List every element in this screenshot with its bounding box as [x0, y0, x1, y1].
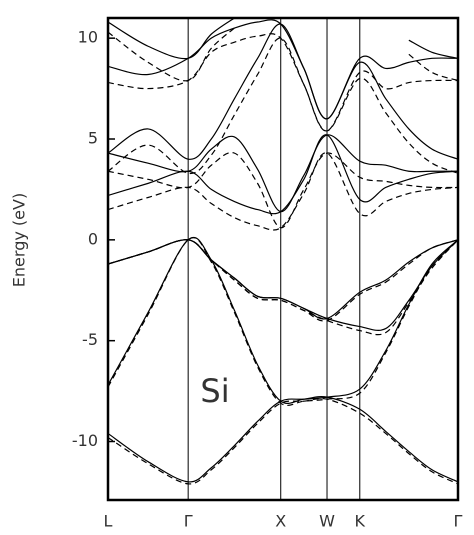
band-line	[108, 239, 458, 331]
band-line	[108, 37, 458, 174]
band-line	[108, 396, 458, 483]
y-tick-label: 10	[78, 28, 98, 47]
band-line	[108, 397, 458, 485]
y-tick-label: -5	[82, 330, 98, 349]
plot-frame	[106, 16, 460, 502]
band-line	[108, 134, 458, 215]
annotation: Si	[200, 372, 229, 410]
band-line	[108, 33, 458, 132]
band-line	[108, 19, 458, 120]
x-tick-label: W	[319, 512, 335, 531]
x-tick-label: Γ	[184, 512, 193, 531]
band-line	[108, 237, 458, 406]
band-line	[108, 239, 458, 320]
x-tick-label: L	[104, 512, 113, 531]
y-tick-label: 0	[88, 229, 98, 248]
bands	[108, 18, 458, 485]
band-line	[108, 151, 458, 229]
y-axis-label: Energy (eV)	[10, 193, 29, 287]
y-tick-label: 5	[88, 129, 98, 148]
band-line	[108, 239, 458, 322]
band-line	[108, 152, 458, 231]
x-tick-label: X	[275, 512, 286, 531]
band-line	[108, 23, 458, 160]
band-line	[108, 134, 458, 213]
y-tick-label: -10	[72, 431, 98, 450]
band-line	[108, 27, 458, 82]
band-line	[108, 237, 458, 404]
x-tick-label: K	[355, 512, 366, 531]
band-line	[108, 18, 458, 60]
x-tick-label: Γ	[454, 512, 463, 531]
